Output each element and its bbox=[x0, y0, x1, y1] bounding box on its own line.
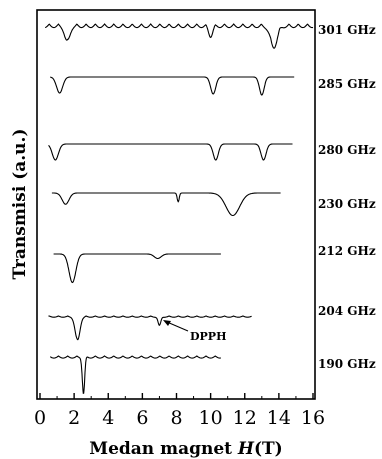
freq-label-190-ghz: 190 GHz bbox=[318, 357, 376, 371]
dpph-arrow-line bbox=[166, 321, 189, 332]
traces bbox=[45, 23, 314, 394]
x-tick-label-14: 14 bbox=[267, 407, 291, 429]
freq-label-285-ghz: 285 GHz bbox=[318, 77, 376, 91]
x-tick-labels: 0 2 4 6 8 10 12 14 16 bbox=[34, 407, 325, 429]
freq-label-212-ghz: 212 GHz bbox=[318, 244, 376, 258]
trace-212-ghz bbox=[53, 253, 221, 284]
freq-label-280-ghz: 280 GHz bbox=[318, 143, 376, 157]
trace-285-ghz bbox=[50, 76, 295, 96]
trace-190-ghz bbox=[49, 355, 221, 394]
y-axis-label: Transmisi (a.u.) bbox=[10, 128, 30, 279]
trace-301-ghz bbox=[45, 23, 314, 49]
plot-frame bbox=[36, 9, 316, 400]
x-tick-label-12: 12 bbox=[233, 407, 257, 429]
dpph-annotation: DPPH bbox=[163, 320, 226, 343]
x-tick-label-16: 16 bbox=[301, 407, 325, 429]
x-tick-label-6: 6 bbox=[136, 407, 148, 429]
x-tick-label-0: 0 bbox=[34, 407, 46, 429]
freq-label-301-ghz: 301 GHz bbox=[318, 23, 376, 37]
x-tick-label-8: 8 bbox=[170, 407, 182, 429]
x-ticks bbox=[39, 393, 314, 399]
x-axis-label-variable: H bbox=[237, 439, 255, 459]
freq-label-230-ghz: 230 GHz bbox=[318, 197, 376, 211]
dpph-label: DPPH bbox=[190, 330, 226, 343]
x-tick-label-4: 4 bbox=[102, 407, 114, 429]
freq-label-204-ghz: 204 GHz bbox=[318, 304, 376, 318]
x-tick-label-10: 10 bbox=[199, 407, 223, 429]
x-axis-label-text: Medan magnet bbox=[89, 439, 238, 459]
x-tick-label-2: 2 bbox=[68, 407, 80, 429]
trace-230-ghz bbox=[51, 192, 281, 217]
x-axis-label-unit: (T) bbox=[254, 439, 283, 459]
frequency-labels: 301 GHz 285 GHz 280 GHz 230 GHz 212 GHz 204 G… bbox=[318, 23, 376, 371]
trace-204-ghz bbox=[48, 315, 252, 341]
trace-280-ghz bbox=[48, 143, 293, 161]
x-axis-label: Medan magnet H(T) bbox=[89, 439, 282, 459]
dpph-arrow-head bbox=[163, 320, 171, 326]
